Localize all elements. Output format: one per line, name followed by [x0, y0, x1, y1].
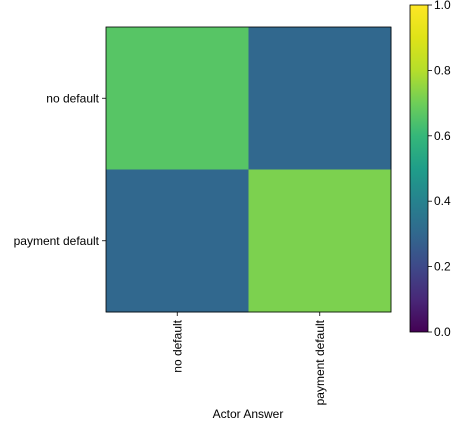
heatmap-cell-r0-c0	[106, 27, 249, 170]
y-tick-label: no default	[46, 91, 99, 105]
colorbar-tick-label: 0.4	[434, 194, 451, 208]
colorbar-tick-label: 1.0	[434, 0, 451, 12]
x-tick-label: no default	[170, 319, 184, 372]
y-tick-label: payment default	[14, 234, 100, 248]
x-axis-label: Actor Answer	[213, 407, 284, 421]
x-axis: no default payment default	[170, 312, 327, 405]
colorbar-tick-label: 0.6	[434, 129, 451, 143]
heatmap-cell-r0-c1	[248, 27, 392, 170]
heatmap-cell-r1-c0	[106, 169, 249, 313]
y-axis: no default payment default	[14, 91, 106, 248]
heatmap-cell-r1-c1	[248, 169, 392, 313]
colorbar-tick-label: 0.8	[434, 63, 451, 77]
colorbar-tick-label: 0.0	[434, 325, 451, 339]
colorbar-tick-label: 0.2	[434, 260, 451, 274]
heatmap-cells	[106, 27, 392, 313]
colorbar-ticks: 0.0 0.2 0.4 0.6 0.8 1.0	[428, 0, 451, 339]
x-tick-label: payment default	[313, 319, 327, 405]
colorbar	[409, 4, 429, 333]
plot-frame	[105, 26, 392, 313]
